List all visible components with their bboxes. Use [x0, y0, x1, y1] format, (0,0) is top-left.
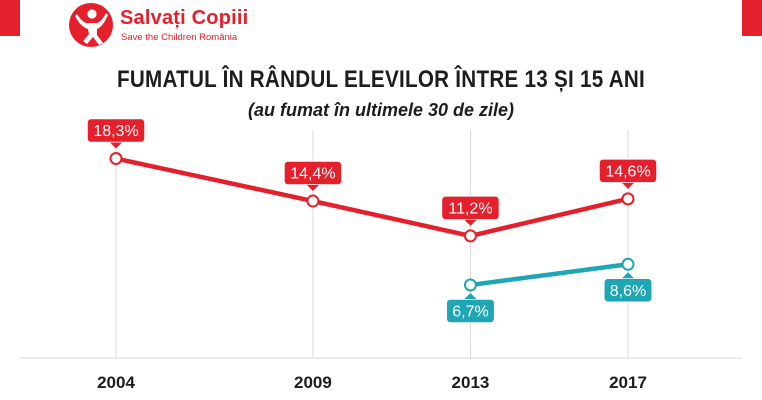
series-teal-label-pointer-2017: [622, 272, 634, 279]
series-red-label-pointer-2013: [464, 219, 477, 226]
chart-subtitle: (au fumat în ultimele 30 de zile): [247, 100, 515, 120]
series-red-data-label-2009: 14,4%: [290, 166, 335, 183]
brand-name: Salvați Copiii: [120, 7, 249, 29]
series-red-data-label-2004: 18,3%: [93, 123, 138, 140]
series-red-label-pointer-2017: [622, 182, 634, 189]
series-red-label-pointer-2004: [110, 142, 122, 149]
series-red-point-2009: [306, 194, 320, 208]
series-red-label-pointer-2009: [306, 185, 319, 192]
series-teal-label-pointer-2013: [464, 292, 477, 299]
corner-bar-right: [742, 0, 762, 36]
series-teal-point-2013: [463, 278, 477, 292]
x-tick-label-2004: 2004: [97, 373, 135, 392]
child-figure-logo-icon: [69, 3, 113, 47]
x-tick-label-2009: 2009: [294, 373, 332, 392]
x-tick-label-2017: 2017: [609, 373, 647, 392]
series-teal-point-2017: [621, 257, 635, 271]
x-tick-label-2013: 2013: [452, 373, 490, 392]
series-teal-data-label-2017: 8,6%: [610, 283, 646, 300]
series-teal-data-label-2013: 6,7%: [452, 303, 488, 320]
series-red-line: [113, 156, 631, 239]
series-red-data-label-2013: 11,2%: [448, 200, 492, 217]
brand-subtitle: Save the Children România: [121, 32, 238, 43]
brand-logo: Salvați Copiii Save the Children România: [68, 2, 268, 50]
series-red-data-label-2017: 14,6%: [605, 163, 650, 180]
series-red-point-2004: [109, 152, 123, 166]
series-red-point-2013: [463, 229, 477, 243]
chart-title: FUMATUL ÎN RÂNDUL ELEVILOR ÎNTRE 13 ȘI 1…: [116, 66, 646, 93]
series-red-point-2017: [621, 192, 635, 206]
corner-bar-left: [0, 0, 20, 36]
series-teal-line: [468, 262, 631, 288]
